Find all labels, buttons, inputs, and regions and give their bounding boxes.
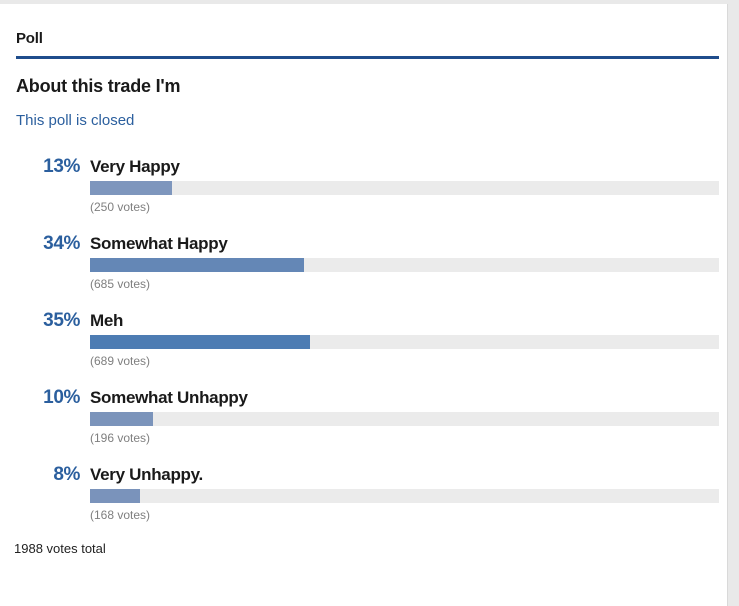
option-body: Somewhat Happy (685 votes) [90,233,719,291]
poll-option-row: 35% Meh (689 votes) [16,310,719,368]
poll-closed-status: This poll is closed [16,112,135,129]
option-votes: (250 votes) [90,200,151,214]
option-bar-fill [90,335,311,349]
option-bar-fill [90,258,304,272]
option-bar-track [90,489,719,503]
total-votes: 1988 votes total [14,541,106,556]
poll-section-title: Poll [16,30,43,47]
option-label: Very Happy [90,157,180,176]
option-body: Somewhat Unhappy (196 votes) [90,387,719,445]
option-percent: 10% [43,387,80,408]
option-percent: 8% [53,464,80,485]
section-divider [16,56,719,59]
poll-question: About this trade I'm [16,76,181,96]
option-bar-fill [90,181,172,195]
poll-option-row: 10% Somewhat Unhappy (196 votes) [16,387,719,445]
option-bar-track [90,181,719,195]
option-bar-track [90,335,719,349]
option-bar-fill [90,489,141,503]
option-label: Somewhat Unhappy [90,388,248,407]
option-percent: 35% [43,310,80,331]
poll-option-row: 13% Very Happy (250 votes) [16,156,719,214]
option-label: Very Unhappy. [90,465,203,484]
option-body: Meh (689 votes) [90,310,719,368]
option-bar-fill [90,412,153,426]
option-votes: (168 votes) [90,508,151,522]
option-votes: (685 votes) [90,277,151,291]
option-bar-track [90,258,719,272]
option-percent: 13% [43,156,80,177]
option-percent: 34% [43,233,80,254]
option-votes: (689 votes) [90,354,151,368]
poll-widget: Poll About this trade I'm This poll is c… [0,4,728,606]
option-bar-track [90,412,719,426]
option-label: Somewhat Happy [90,234,228,253]
poll-option-row: 34% Somewhat Happy (685 votes) [16,233,719,291]
option-body: Very Happy (250 votes) [90,156,719,214]
poll-option-row: 8% Very Unhappy. (168 votes) [16,464,719,522]
option-votes: (196 votes) [90,431,151,445]
poll-options: 13% Very Happy (250 votes) 34% Somewhat … [16,156,719,522]
option-label: Meh [90,311,124,330]
option-body: Very Unhappy. (168 votes) [90,464,719,522]
